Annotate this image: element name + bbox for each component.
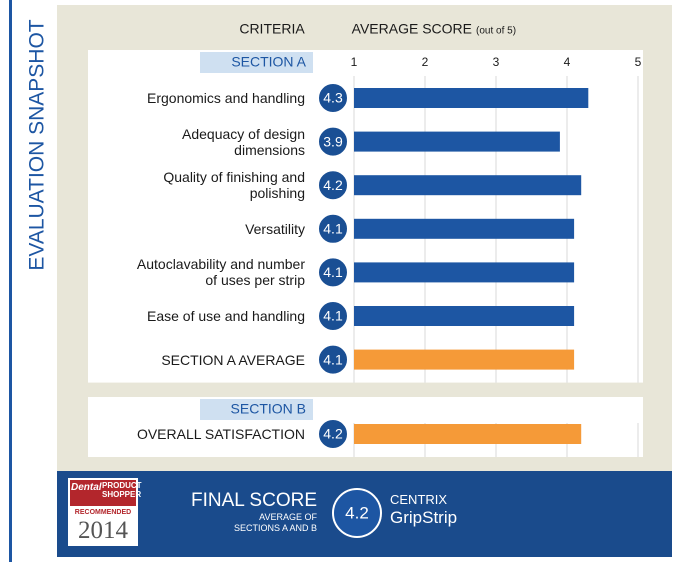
- value-label: 4.1: [323, 351, 343, 367]
- score-badge: [317, 82, 349, 114]
- section-header-box: [200, 399, 313, 420]
- x-tick-label: 4: [564, 55, 571, 69]
- category-label: Ergonomics and handling: [147, 90, 305, 106]
- bar: [354, 306, 575, 326]
- badge-year: 2014: [78, 517, 128, 544]
- x-tick-label: 5: [635, 55, 642, 69]
- final-score-circle: [332, 488, 382, 538]
- bar: [354, 218, 575, 239]
- category-label: OVERALL SATISFACTION: [136, 426, 305, 442]
- value-label: 3.9: [323, 133, 343, 149]
- section-header: SECTION B: [231, 401, 306, 417]
- score-badge: [317, 212, 349, 245]
- axis-title: AVERAGE SCORE: [352, 21, 472, 37]
- score-badge: [317, 300, 349, 332]
- bar: [354, 88, 589, 108]
- x-tick-label: 1: [351, 55, 358, 69]
- value-label: 4.1: [323, 308, 343, 324]
- section-header-box: [200, 52, 313, 73]
- score-badge: [317, 256, 349, 289]
- category-label: Ease of use and handling: [146, 308, 305, 324]
- side-rule: [9, 0, 12, 562]
- score-badge: [317, 125, 349, 158]
- bar: [354, 349, 575, 370]
- value-label: 4.1: [323, 221, 343, 237]
- manufacturer: CENTRIX: [390, 492, 448, 507]
- category-label: Versatility: [245, 220, 305, 237]
- badge-name: PRODUCT SHOPPER: [102, 481, 142, 499]
- badge-top: [70, 480, 136, 506]
- bar: [354, 175, 582, 196]
- x-tick-label: 3: [493, 55, 500, 69]
- final-score: 4.2: [345, 503, 369, 522]
- category-header: CRITERIA: [239, 21, 305, 37]
- section-header: SECTION A: [231, 54, 306, 70]
- axis-note: (out of 5): [476, 26, 516, 37]
- bar: [354, 262, 575, 283]
- value-label: 4.3: [323, 90, 343, 106]
- category-label: Autoclavability and number of uses per s…: [136, 256, 305, 289]
- score-badge: [317, 169, 349, 202]
- category-label: Adequacy of design dimensions: [182, 125, 305, 158]
- score-badge: [317, 343, 349, 376]
- bar: [354, 424, 582, 444]
- badge-brand: Dental: [71, 482, 102, 493]
- bar: [354, 131, 560, 152]
- value-label: 4.1: [323, 264, 343, 280]
- value-label: 4.2: [323, 426, 343, 442]
- side-title: EVALUATION SNAPSHOT: [26, 19, 49, 270]
- category-label: Quality of finishing and polishing: [163, 169, 305, 202]
- x-tick-label: 2: [422, 55, 429, 69]
- final-label: FINAL SCORE: [191, 490, 317, 511]
- score-badge: [317, 418, 349, 450]
- product: GripStrip: [390, 508, 458, 527]
- badge-status: RECOMMENDED: [74, 509, 132, 516]
- category-label: SECTION A AVERAGE: [161, 351, 305, 368]
- value-label: 4.2: [323, 177, 343, 193]
- final-note: AVERAGE OF SECTIONS A AND B: [233, 512, 317, 533]
